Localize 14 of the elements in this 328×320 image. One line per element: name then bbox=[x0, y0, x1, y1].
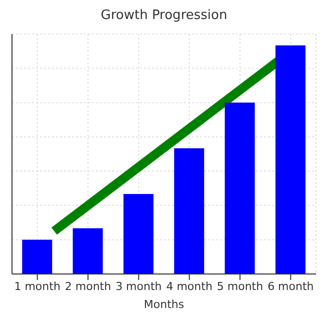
x-tick-label: 4 month bbox=[166, 280, 212, 293]
bar bbox=[123, 194, 154, 274]
x-tick-label: 5 month bbox=[216, 280, 264, 293]
x-tick-label: 6 month bbox=[268, 280, 314, 293]
bar bbox=[275, 45, 306, 274]
x-tick-label: 1 month bbox=[14, 280, 60, 293]
x-tick-label: 3 month bbox=[116, 280, 162, 293]
bar bbox=[174, 148, 204, 274]
chart-title: Growth Progression bbox=[100, 8, 228, 25]
x-axis-title: Months bbox=[144, 298, 184, 311]
bar bbox=[22, 240, 52, 274]
bar bbox=[72, 228, 103, 274]
x-tick-label: 2 month bbox=[64, 280, 112, 293]
bar bbox=[224, 102, 255, 274]
